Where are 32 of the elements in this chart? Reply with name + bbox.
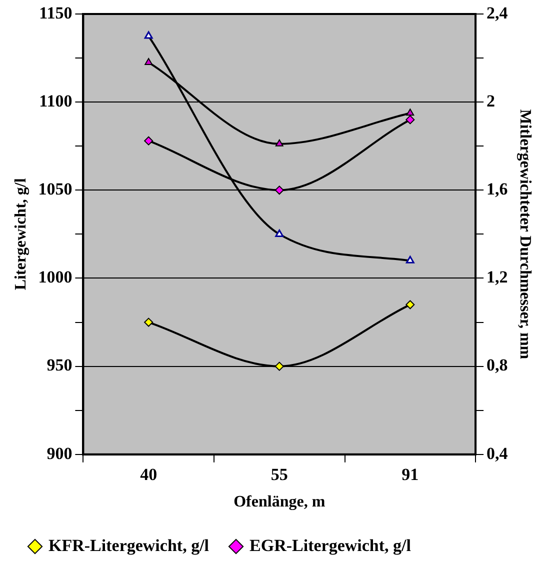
point [275, 229, 284, 237]
y-tick-label: 1000 [38, 268, 72, 287]
y-tick-label: 1100 [39, 91, 72, 110]
y2-tick-label: 2,4 [486, 3, 508, 22]
legend-label: KFR-Litergewicht, g/l [48, 536, 210, 555]
y2-axis-title: Mitlergewichteter Durchmesser, mm [516, 109, 534, 360]
y2-tick-label: 2 [486, 91, 496, 110]
point [406, 300, 415, 310]
point [144, 318, 154, 327]
legend-label: EGR-Litergewicht, g/l [250, 536, 412, 555]
y-axis-title: Litergewicht, g/l [12, 178, 30, 290]
x-tick-label: 91 [402, 464, 419, 484]
y2-tick-label: 0,4 [486, 444, 508, 463]
y-tick-label: 900 [46, 444, 72, 463]
point [275, 139, 284, 146]
y2-tick-label: 1,2 [486, 268, 508, 287]
point [144, 136, 154, 146]
y2-tick-label: 1,6 [486, 180, 508, 199]
point [406, 108, 414, 116]
x-tick-label: 55 [270, 464, 288, 484]
y-tick-label: 1150 [39, 3, 72, 22]
y2-tick-label: 0,8 [486, 356, 508, 375]
point [144, 58, 153, 65]
point [274, 186, 284, 195]
point [144, 31, 153, 39]
x-axis-title: Ofenlänge, m [234, 494, 326, 511]
y-tick-label: 950 [46, 356, 72, 375]
x-tick-label: 40 [140, 464, 158, 484]
point [406, 256, 414, 264]
point [274, 362, 284, 371]
point [406, 115, 415, 124]
y-tick-label: 1050 [38, 180, 72, 199]
